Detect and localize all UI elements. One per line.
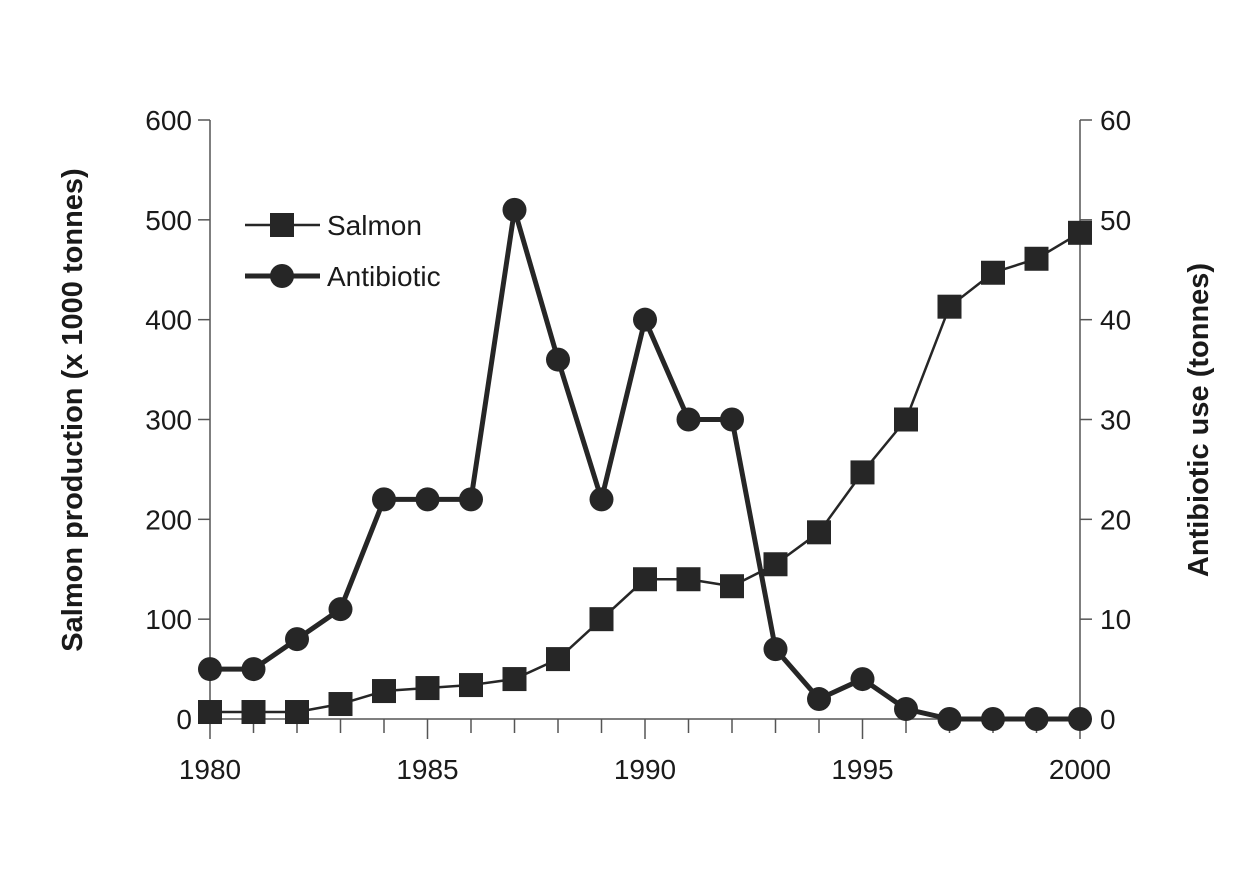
data-point-salmon	[285, 700, 309, 725]
x-tick-label: 2000	[1049, 754, 1111, 785]
data-point-salmon	[937, 294, 962, 319]
legend-label-salmon: Salmon	[327, 210, 422, 241]
data-point-salmon	[720, 574, 744, 599]
data-point-antibiotic	[763, 637, 788, 662]
data-point-antibiotic	[1068, 707, 1092, 731]
ticks: 0 100 200 300 400 500 600 0 10 20 30 40 50 60 1980 1985…	[145, 105, 1131, 785]
series-layer	[198, 197, 1092, 731]
data-point-salmon	[546, 647, 570, 672]
data-point-salmon	[372, 679, 396, 704]
data-point-antibiotic	[937, 707, 962, 731]
data-point-antibiotic	[459, 487, 483, 512]
data-point-antibiotic	[285, 627, 309, 652]
data-point-antibiotic	[415, 487, 440, 512]
y-tick-label: 500	[145, 205, 192, 236]
data-point-antibiotic	[502, 197, 527, 222]
data-point-antibiotic	[546, 347, 570, 372]
data-point-salmon	[850, 460, 875, 485]
data-point-antibiotic	[850, 667, 875, 692]
y-tick-label: 0	[176, 704, 192, 735]
data-point-antibiotic	[676, 407, 701, 432]
data-point-salmon	[763, 552, 788, 577]
y-tick-label: 400	[145, 305, 192, 336]
y2-tick-label: 20	[1100, 504, 1131, 535]
legend: Salmon Antibiotic	[245, 210, 441, 292]
data-point-antibiotic	[198, 657, 222, 682]
legend-marker-antibiotic	[270, 264, 294, 288]
y2-tick-label: 50	[1100, 205, 1131, 236]
y-tick-label: 300	[145, 405, 192, 436]
data-point-salmon	[502, 667, 527, 692]
legend-marker-salmon	[270, 213, 294, 237]
data-point-salmon	[459, 673, 483, 698]
y2-tick-label: 40	[1100, 305, 1131, 336]
data-point-salmon	[676, 567, 701, 592]
legend-item-salmon: Salmon	[245, 210, 422, 241]
y-tick-label: 200	[145, 504, 192, 535]
y2-tick-label: 60	[1100, 105, 1131, 136]
data-point-antibiotic	[894, 697, 918, 722]
y-tick-label: 100	[145, 604, 192, 635]
data-point-antibiotic	[720, 407, 744, 432]
legend-item-antibiotic: Antibiotic	[245, 261, 441, 292]
y2-axis-title: Antibiotic use (tonnes)	[1183, 263, 1215, 577]
data-point-salmon	[1068, 220, 1092, 245]
data-point-antibiotic	[241, 657, 266, 682]
data-point-salmon	[981, 260, 1005, 285]
data-point-antibiotic	[328, 597, 353, 622]
y-axis-title: Salmon production (x 1000 tonnes)	[57, 168, 89, 651]
data-point-antibiotic	[633, 307, 657, 332]
data-point-salmon	[198, 700, 222, 725]
y2-tick-label: 30	[1100, 405, 1131, 436]
data-point-antibiotic	[1024, 707, 1049, 731]
y2-tick-label: 0	[1100, 704, 1116, 735]
data-point-antibiotic	[372, 487, 396, 512]
data-point-salmon	[589, 607, 614, 632]
data-point-salmon	[328, 692, 353, 717]
legend-label-antibiotic: Antibiotic	[327, 261, 441, 292]
data-point-antibiotic	[807, 687, 831, 712]
data-point-salmon	[241, 700, 266, 725]
data-point-salmon	[894, 407, 918, 432]
data-point-salmon	[807, 520, 831, 545]
x-tick-label: 1995	[831, 754, 893, 785]
data-point-antibiotic	[981, 707, 1005, 731]
x-tick-label: 1985	[396, 754, 458, 785]
y2-tick-label: 10	[1100, 604, 1131, 635]
data-point-salmon	[1024, 246, 1049, 271]
data-point-salmon	[415, 676, 440, 701]
data-point-antibiotic	[589, 487, 614, 512]
x-tick-label: 1980	[179, 754, 241, 785]
y-tick-label: 600	[145, 105, 192, 136]
x-tick-label: 1990	[614, 754, 676, 785]
data-point-salmon	[633, 567, 657, 592]
